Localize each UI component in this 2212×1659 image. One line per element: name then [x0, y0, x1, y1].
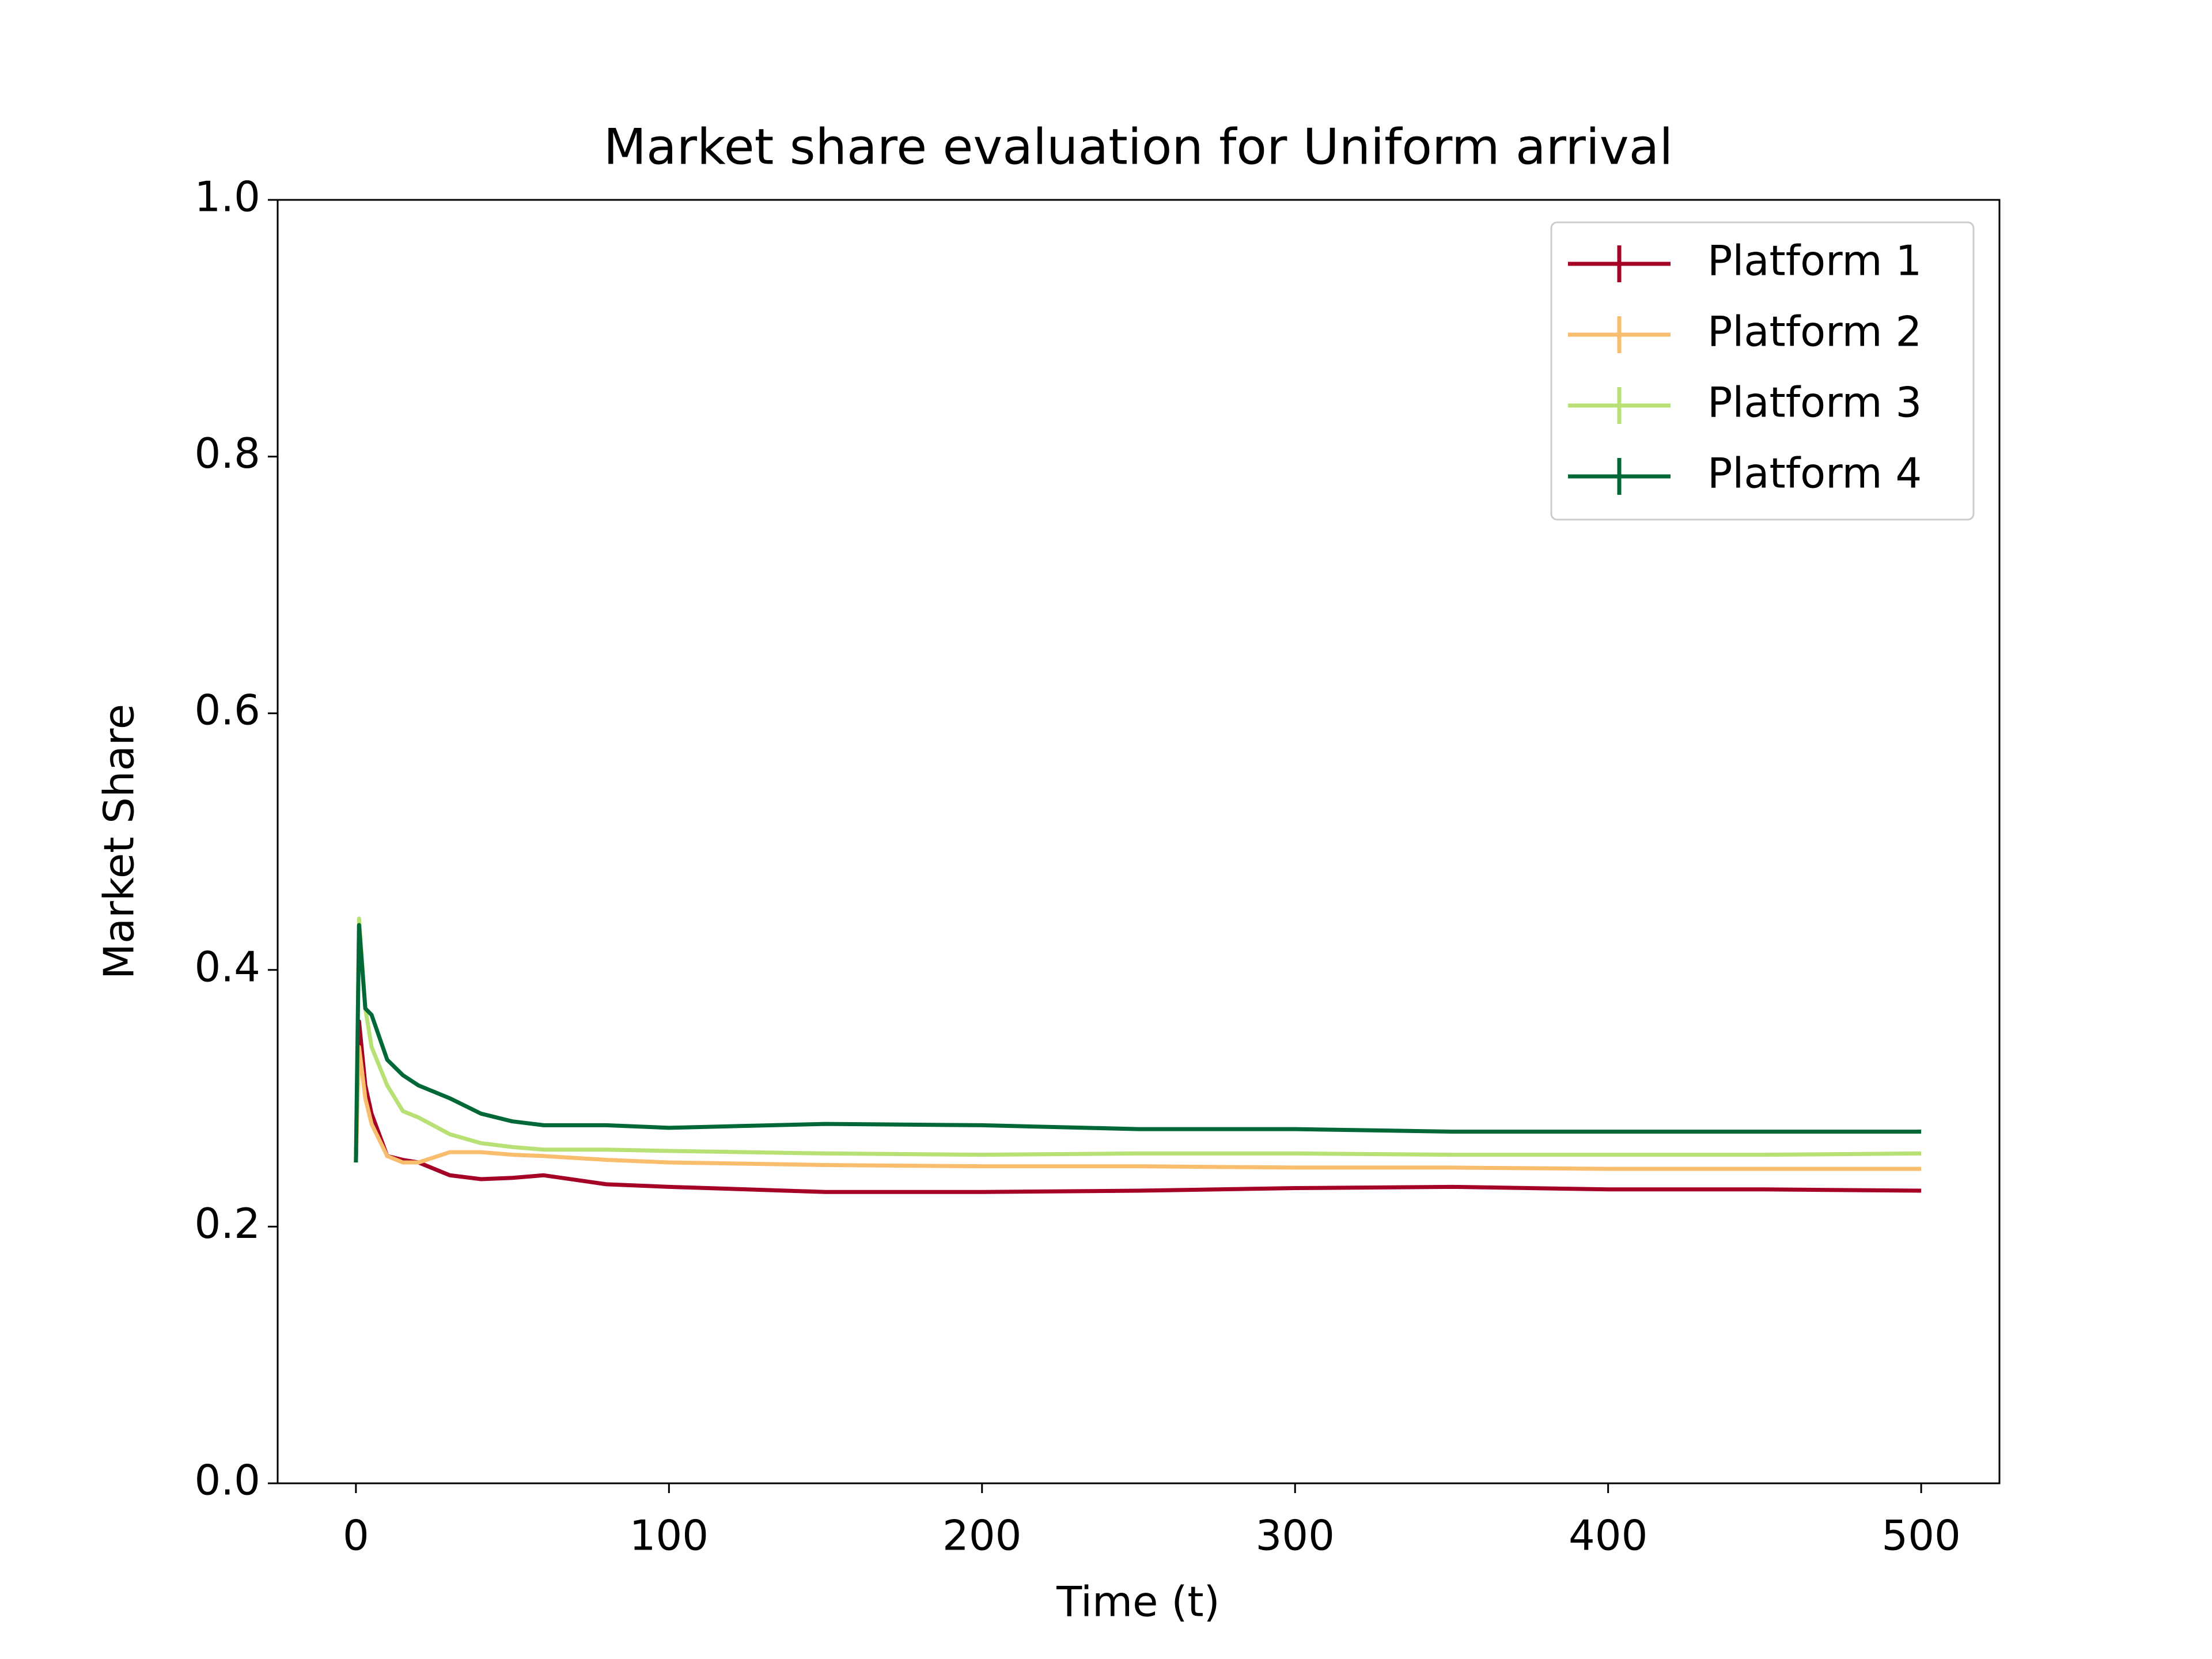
legend-label: Platform 1	[1707, 237, 1922, 285]
legend-box	[1550, 221, 1975, 521]
x-tick-label: 200	[942, 1512, 1021, 1560]
x-axis-label: Time (t)	[1056, 1578, 1220, 1626]
legend-label: Platform 4	[1707, 449, 1922, 498]
y-tick-label: 0.6	[194, 686, 260, 734]
legend-label: Platform 3	[1707, 378, 1922, 427]
y-tick-label: 0.0	[194, 1456, 260, 1505]
y-axis-label: Market Share	[95, 704, 143, 979]
y-tick-label: 1.0	[194, 173, 260, 221]
series-line	[354, 1044, 1922, 1171]
x-tick-label: 500	[1881, 1512, 1960, 1560]
x-tick-label: 100	[630, 1512, 709, 1560]
legend-label: Platform 2	[1707, 308, 1922, 356]
y-tick-label: 0.8	[194, 429, 260, 478]
y-tick-label: 0.2	[194, 1199, 260, 1248]
series-line	[354, 916, 1922, 1163]
legend: Platform 1 Platform 2 Platform 3 Platform 4	[1550, 221, 1975, 521]
series-line	[354, 923, 1922, 1163]
plot-frame	[276, 199, 2001, 1484]
chart-title: Market share evaluation for Uniform arri…	[604, 118, 1673, 176]
series-line	[354, 1019, 1922, 1194]
x-tick-label: 400	[1569, 1512, 1647, 1560]
x-tick-label: 0	[343, 1512, 369, 1560]
x-tick-label: 300	[1256, 1512, 1335, 1560]
y-tick-label: 0.4	[194, 942, 260, 991]
